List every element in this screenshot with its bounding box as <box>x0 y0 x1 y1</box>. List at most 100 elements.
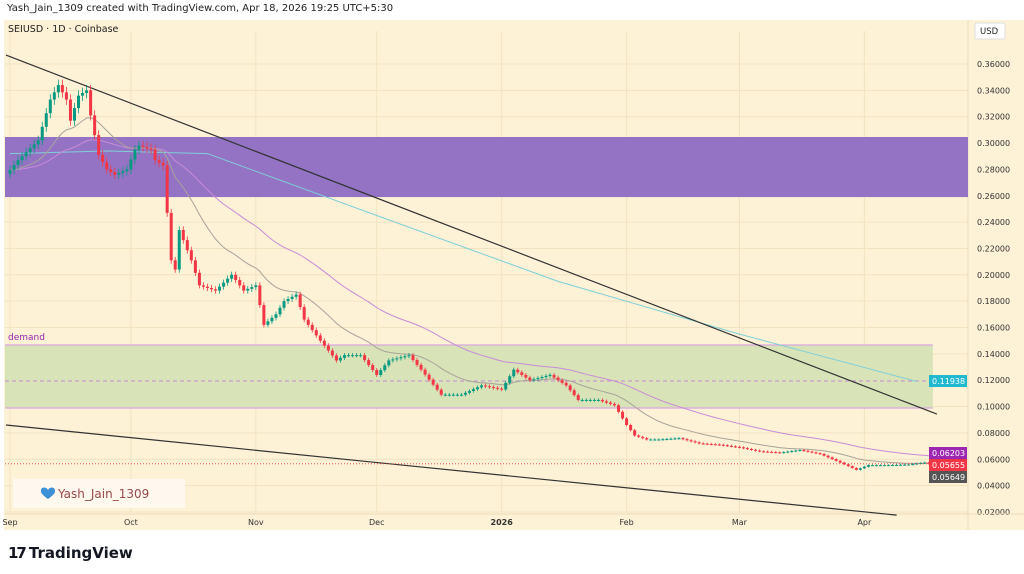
candle-body <box>733 446 737 448</box>
candle-body <box>540 377 544 379</box>
candle-body <box>709 443 713 445</box>
candle-body <box>359 355 363 357</box>
last-price-label-bg <box>929 459 967 471</box>
candle-body <box>16 160 20 166</box>
candle-body <box>520 372 524 375</box>
y-tick-label: 0.06000 <box>977 455 1010 464</box>
candle-body <box>895 464 899 466</box>
candle-body <box>701 443 705 445</box>
candle-body <box>903 464 907 466</box>
candle-body <box>625 418 629 425</box>
candle-body <box>451 394 455 396</box>
candle-body <box>806 450 810 452</box>
candle-body <box>588 399 592 401</box>
candle-body <box>282 301 286 308</box>
candle-body <box>794 450 798 452</box>
candle-body <box>250 287 254 289</box>
candle-body <box>617 405 621 412</box>
candle-body <box>177 230 181 270</box>
candle-body <box>40 126 44 141</box>
candle-body <box>923 462 927 464</box>
candle-body <box>266 321 270 325</box>
candle-body <box>56 85 60 93</box>
candle-body <box>407 355 411 357</box>
x-tick-label: Mar <box>732 518 748 527</box>
candle-body <box>24 152 28 157</box>
candle-body <box>685 439 689 441</box>
last-price-label: 0.05655 <box>932 461 965 470</box>
trendline <box>5 424 897 516</box>
candle-body <box>210 287 213 290</box>
candle-body <box>697 442 701 444</box>
mid-moving-average <box>9 139 929 457</box>
candle-body <box>105 162 109 170</box>
candle-body <box>44 113 48 127</box>
candle-body <box>568 385 572 391</box>
candle-body <box>826 455 830 458</box>
y-tick-label: 0.14000 <box>977 350 1010 359</box>
y-tick-label: 0.04000 <box>977 482 1010 491</box>
candle-body <box>89 90 93 116</box>
candle-body <box>915 463 919 465</box>
currency-button-label[interactable]: USD <box>980 27 999 37</box>
candle-body <box>81 92 85 96</box>
x-tick-label: Dec <box>369 518 384 527</box>
candle-body <box>12 165 16 171</box>
candle-body <box>205 286 209 288</box>
candle-body <box>834 459 838 461</box>
level-price-label: 0.11938 <box>932 377 965 386</box>
candle-body <box>238 280 242 286</box>
candle-body <box>661 439 665 441</box>
candle-body <box>68 99 72 121</box>
candle-body <box>762 451 766 453</box>
candle-body <box>870 465 874 467</box>
y-tick-label: 0.20000 <box>977 271 1010 280</box>
candle-body <box>113 172 117 175</box>
candle-body <box>246 288 250 291</box>
candle-body <box>226 278 230 283</box>
candle-body <box>435 384 439 390</box>
candle-body <box>129 159 133 170</box>
candle-body <box>637 435 641 437</box>
y-tick-label: 0.32000 <box>977 113 1010 122</box>
candle-body <box>242 285 246 291</box>
candle-body <box>778 452 782 454</box>
candle-body <box>310 324 314 331</box>
candle-body <box>786 451 790 453</box>
ma-price-label: 0.06203 <box>932 449 965 458</box>
symbol-info: SEIUSD · 1D · Coinbase <box>8 24 119 35</box>
candle-body <box>496 387 500 389</box>
candle-body <box>750 448 754 450</box>
y-tick-label: 0.22000 <box>977 244 1010 253</box>
candle-body <box>290 296 294 299</box>
candle-body <box>822 453 826 456</box>
candle-body <box>274 314 278 318</box>
candle-body <box>375 369 379 375</box>
candle-body <box>721 444 725 446</box>
candle-body <box>516 369 520 373</box>
candle-body <box>850 466 854 468</box>
candle-body <box>883 465 887 467</box>
candle-body <box>874 465 878 467</box>
candle-body <box>234 274 238 281</box>
candle-body <box>355 355 359 357</box>
candle-body <box>798 450 802 452</box>
candle-body <box>641 436 645 439</box>
candle-body <box>387 360 391 366</box>
candle-body <box>532 379 536 381</box>
candle-body <box>891 465 895 467</box>
candle-body <box>854 467 858 470</box>
candle-body <box>528 377 532 381</box>
tradingview-logo-icon: 17 <box>8 544 27 562</box>
candle-body <box>334 355 338 361</box>
candle-body <box>745 448 749 450</box>
candle-body <box>347 355 351 357</box>
candle-body <box>157 160 161 163</box>
tradingview-logo[interactable]: 17 TradingView <box>8 544 133 562</box>
candle-body <box>173 260 177 270</box>
candle-body <box>665 438 669 440</box>
candle-body <box>367 360 371 366</box>
y-tick-label: 0.02000 <box>977 508 1010 517</box>
candle-body <box>580 399 584 401</box>
